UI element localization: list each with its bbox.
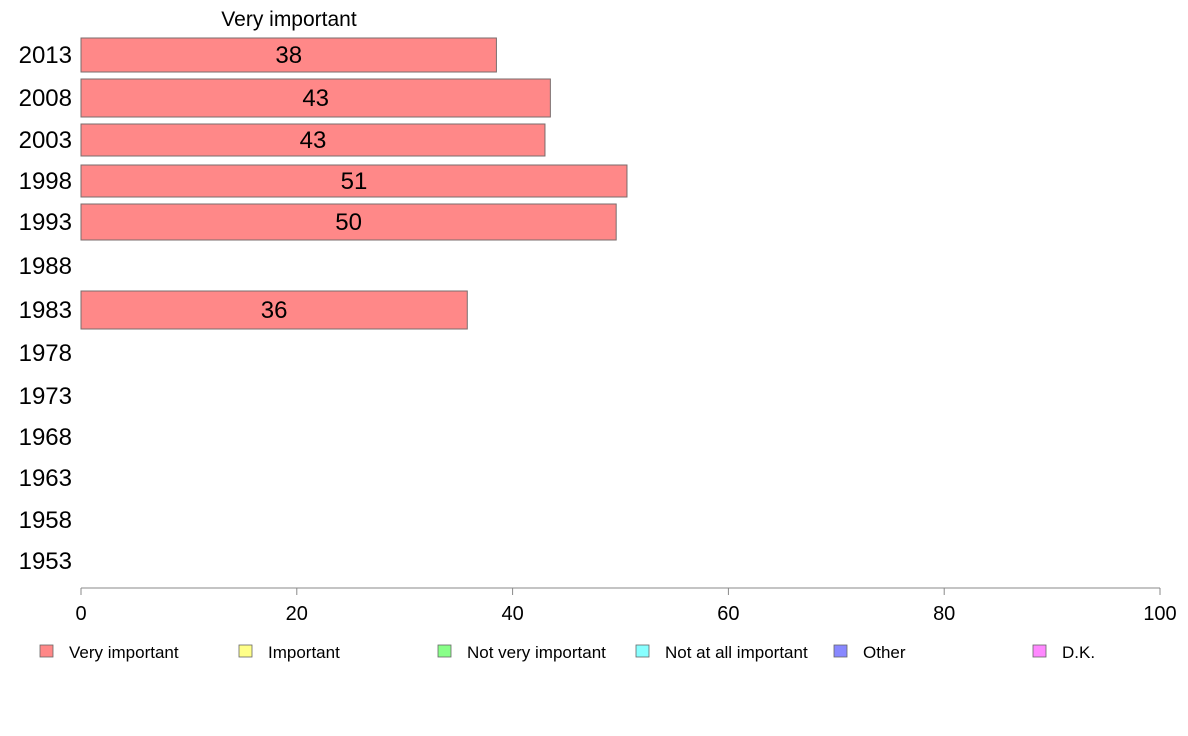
legend-label-3: Not at all important — [665, 643, 808, 662]
legend-swatch-1 — [238, 644, 253, 658]
year-label-1993: 1993 — [19, 209, 72, 236]
year-label-1953: 1953 — [19, 548, 72, 575]
bar-value-label-2003: 43 — [300, 127, 327, 154]
year-label-2008: 2008 — [19, 85, 72, 112]
legend-label-2: Not very important — [467, 643, 606, 662]
chart-title: Very important — [221, 8, 357, 31]
legend-swatch-2 — [437, 644, 452, 658]
x-tick-label-80: 80 — [933, 603, 955, 625]
legend-label-5: D.K. — [1062, 643, 1095, 662]
year-label-1998: 1998 — [19, 168, 72, 195]
bar-value-label-2008: 43 — [302, 85, 329, 112]
bar-1993 — [80, 203, 617, 241]
bar-1983 — [80, 290, 468, 330]
legend-swatch-3 — [635, 644, 650, 658]
x-axis: 0 20 40 60 80 100 — [75, 587, 1177, 625]
year-label-1988: 1988 — [19, 253, 72, 280]
year-label-1983: 1983 — [19, 297, 72, 324]
x-tick-label-0: 0 — [75, 603, 86, 625]
x-tick-label-20: 20 — [286, 603, 308, 625]
x-tick-label-40: 40 — [501, 603, 523, 625]
bar-2013 — [80, 37, 497, 73]
year-labels: 2013 2008 2003 1998 1993 1988 1983 1978 1973 1968… — [19, 42, 72, 575]
legend-swatch-4 — [833, 644, 848, 658]
year-label-1958: 1958 — [19, 507, 72, 534]
legend-swatch-0 — [39, 644, 54, 658]
legend-swatch-5 — [1032, 644, 1047, 658]
year-label-1973: 1973 — [19, 383, 72, 410]
legend: Very important Important Not very importan… — [39, 643, 1095, 662]
bar-2003 — [80, 123, 546, 157]
year-label-2013: 2013 — [19, 42, 72, 69]
bar-2008 — [80, 78, 551, 118]
year-label-1978: 1978 — [19, 340, 72, 367]
x-tick-label-60: 60 — [717, 603, 739, 625]
legend-label-1: Important — [268, 643, 340, 662]
bar-1998 — [80, 164, 628, 198]
year-label-1968: 1968 — [19, 424, 72, 451]
year-label-1963: 1963 — [19, 465, 72, 492]
bar-value-label-2013: 38 — [275, 42, 302, 69]
bar-value-label-1993: 50 — [335, 209, 362, 236]
year-label-2003: 2003 — [19, 127, 72, 154]
legend-label-4: Other — [863, 643, 906, 662]
legend-label-0: Very important — [69, 643, 179, 662]
x-tick-label-100: 100 — [1143, 603, 1176, 625]
bar-value-label-1998: 51 — [341, 168, 368, 195]
bar-value-label-1983: 36 — [261, 297, 288, 324]
